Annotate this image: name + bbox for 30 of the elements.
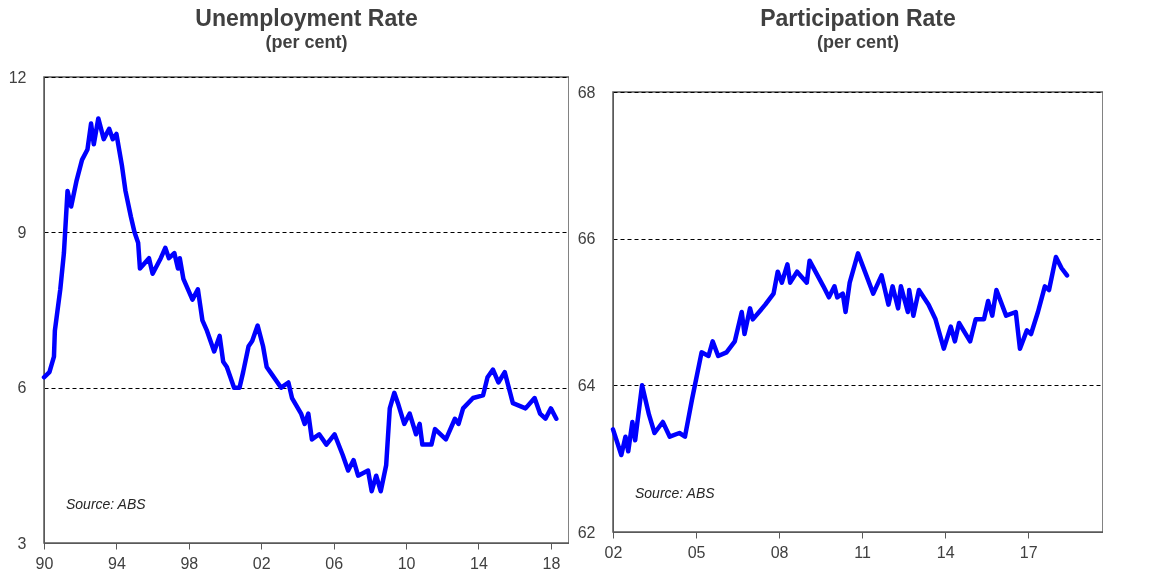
- x-tick-label: 11: [854, 543, 872, 561]
- line-series: [610, 251, 1070, 458]
- chart-title: Participation Rate: [760, 5, 956, 31]
- x-tick-label: 08: [770, 543, 789, 561]
- chart-subtitle: (per cent): [265, 32, 348, 52]
- y-tick-label: 12: [8, 68, 27, 86]
- x-tick-label: 98: [180, 554, 199, 572]
- y-tick-label: 62: [577, 523, 596, 541]
- x-tick-label: 06: [325, 554, 344, 572]
- y-tick-label: 9: [17, 223, 27, 241]
- annotation: Source: ABS: [635, 485, 716, 501]
- x-tick-label: 10: [397, 554, 416, 572]
- chart-title: Unemployment Rate: [195, 5, 418, 31]
- x-tick-label: 17: [1019, 543, 1038, 561]
- line-series: [41, 116, 559, 494]
- x-tick-label: 02: [604, 543, 623, 561]
- x-tick-label: 14: [936, 543, 955, 561]
- chart-subtitle: (per cent): [816, 32, 900, 52]
- x-tick-label: 94: [108, 554, 126, 572]
- y-tick-label: 3: [17, 534, 27, 552]
- y-tick-label: 6: [17, 379, 27, 397]
- x-tick-label: 90: [35, 554, 54, 572]
- y-tick-label: 64: [577, 376, 596, 394]
- y-tick-label: 66: [577, 230, 596, 248]
- x-tick-label: 05: [687, 543, 706, 561]
- x-tick-label: 14: [470, 554, 488, 572]
- annotation: Source: ABS: [66, 496, 147, 512]
- x-tick-label: 18: [542, 554, 561, 572]
- y-tick-label: 68: [577, 83, 596, 101]
- x-tick-label: 02: [252, 554, 271, 572]
